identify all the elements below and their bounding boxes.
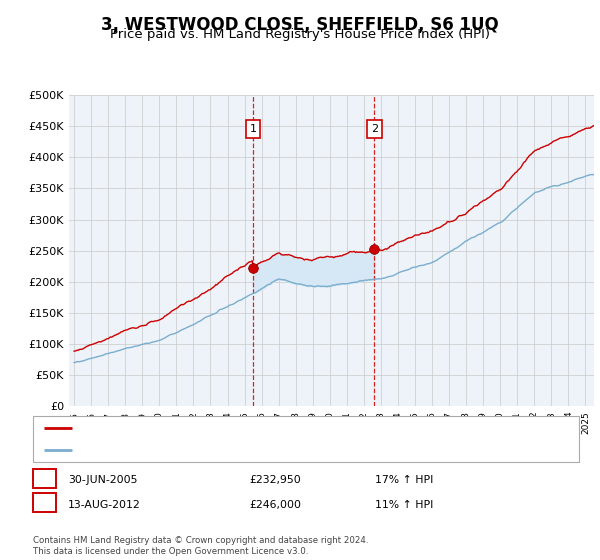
Text: £232,950: £232,950 bbox=[249, 475, 301, 486]
Text: 1: 1 bbox=[41, 475, 48, 486]
Text: Price paid vs. HM Land Registry's House Price Index (HPI): Price paid vs. HM Land Registry's House … bbox=[110, 28, 490, 41]
Text: 3, WESTWOOD CLOSE, SHEFFIELD, S6 1UQ (detached house): 3, WESTWOOD CLOSE, SHEFFIELD, S6 1UQ (de… bbox=[78, 423, 396, 433]
Text: 11% ↑ HPI: 11% ↑ HPI bbox=[375, 500, 433, 510]
Text: 2: 2 bbox=[41, 500, 48, 510]
Text: Contains HM Land Registry data © Crown copyright and database right 2024.
This d: Contains HM Land Registry data © Crown c… bbox=[33, 536, 368, 556]
Text: 13-AUG-2012: 13-AUG-2012 bbox=[68, 500, 140, 510]
Text: 17% ↑ HPI: 17% ↑ HPI bbox=[375, 475, 433, 486]
Text: 3, WESTWOOD CLOSE, SHEFFIELD, S6 1UQ: 3, WESTWOOD CLOSE, SHEFFIELD, S6 1UQ bbox=[101, 16, 499, 34]
Text: 2: 2 bbox=[371, 124, 378, 134]
Text: £246,000: £246,000 bbox=[249, 500, 301, 510]
Text: 30-JUN-2005: 30-JUN-2005 bbox=[68, 475, 137, 486]
Text: HPI: Average price, detached house, Sheffield: HPI: Average price, detached house, Shef… bbox=[78, 445, 317, 455]
Text: 1: 1 bbox=[250, 124, 256, 134]
